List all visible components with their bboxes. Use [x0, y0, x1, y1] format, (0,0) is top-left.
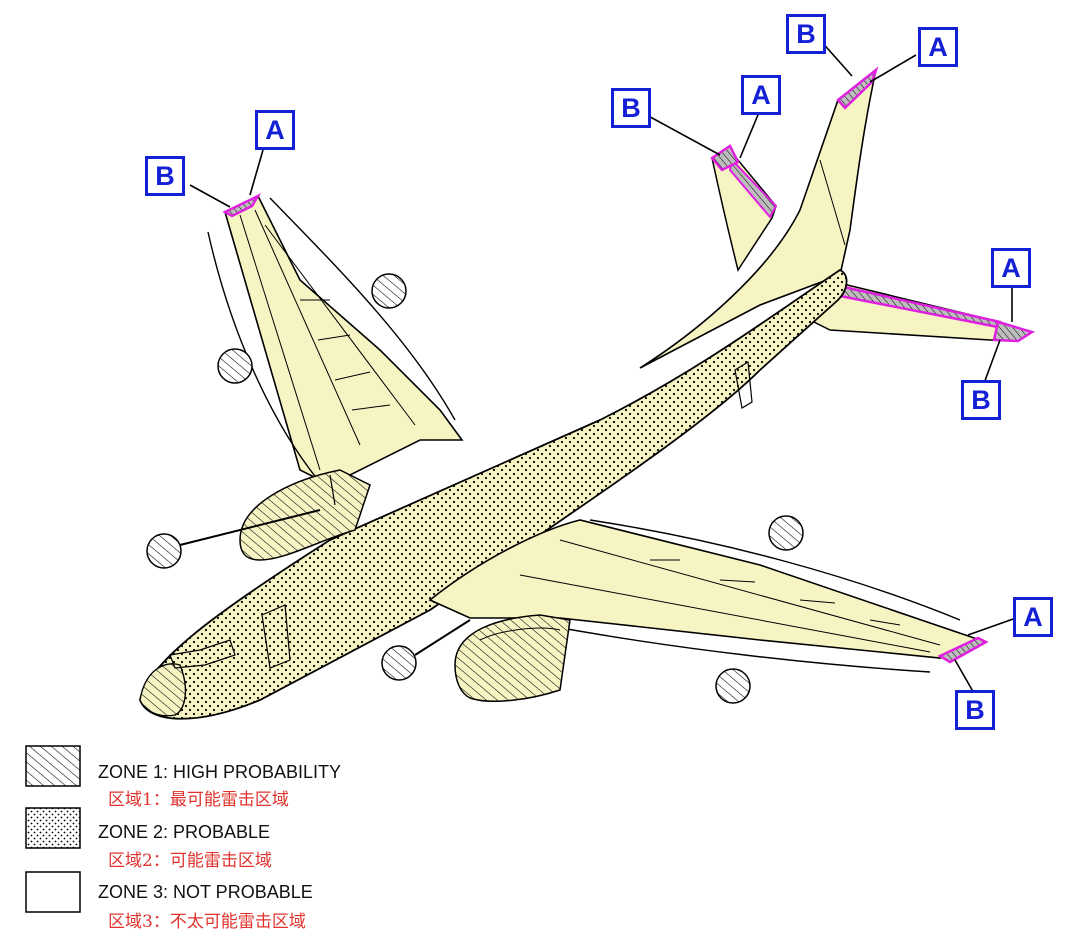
- fin-tip-zone: [836, 66, 879, 110]
- legend-zone2-swatch: [25, 807, 81, 849]
- nose-zone: [139, 663, 187, 717]
- fuselage: [139, 268, 848, 720]
- callout-b-right-wing: B: [955, 690, 995, 730]
- forward-door: [261, 604, 291, 669]
- legend-zone3-label: ZONE 3: NOT PROBABLE: [98, 882, 313, 902]
- callout-a-fin: A: [918, 27, 958, 67]
- callout-b-fin: B: [786, 14, 826, 54]
- right-horizontal-stabilizer: [788, 281, 1035, 343]
- callout-b-left-wing: B: [145, 156, 185, 196]
- right-wing-tip-zone: [937, 636, 989, 664]
- legend-zone3-swatch: [25, 871, 81, 913]
- callout-b-right-stab: B: [961, 380, 1001, 420]
- zone1-marker: [381, 645, 417, 681]
- aft-door: [734, 360, 753, 409]
- zone1-marker: [217, 348, 253, 384]
- legend-zone1-label: ZONE 1: HIGH PROBABILITY: [98, 762, 342, 782]
- left-wing-tip-zone: [222, 193, 262, 218]
- right-stab-tip-zone: [992, 320, 1035, 343]
- left-stab-tip-zone: [710, 144, 740, 172]
- right-wing-bracket-b: [544, 624, 931, 673]
- right-wing-bracket-a: [589, 519, 961, 621]
- legend-zone2-label-cn: 区域2：可能雷击区域: [108, 851, 272, 871]
- zone1-marker: [715, 668, 751, 704]
- callout-a-left-wing: A: [255, 110, 295, 150]
- legend-zone2-label: ZONE 2: PROBABLE: [98, 822, 271, 842]
- callout-a-right-wing: A: [1013, 597, 1053, 637]
- zone1-marker: [371, 273, 407, 309]
- callout-a-right-stab: A: [991, 248, 1031, 288]
- left-wing: [207, 193, 464, 486]
- legend-zone3-label-cn: 区域3：不太可能雷击区域: [108, 912, 306, 932]
- left-engine: [239, 469, 371, 561]
- callout-b-left-stab: B: [611, 88, 651, 128]
- vertical-stabilizer: [639, 66, 879, 369]
- callout-leaders: [189, 39, 1017, 696]
- right-wing: [428, 519, 989, 673]
- legend-zone1-label-cn: 区域1：最可能雷击区域: [108, 790, 289, 810]
- callout-a-left-stab: A: [741, 75, 781, 115]
- zone1-marker: [768, 515, 804, 551]
- left-horizontal-stabilizer: [710, 144, 778, 272]
- zone-markers: [146, 273, 804, 704]
- left-wing-bracket-a: [207, 231, 319, 481]
- left-wing-bracket-b: [269, 197, 456, 421]
- right-engine: [454, 614, 571, 702]
- legend-zone1-swatch: [25, 745, 81, 787]
- cockpit-windows: [169, 639, 236, 669]
- zone1-marker: [146, 533, 182, 569]
